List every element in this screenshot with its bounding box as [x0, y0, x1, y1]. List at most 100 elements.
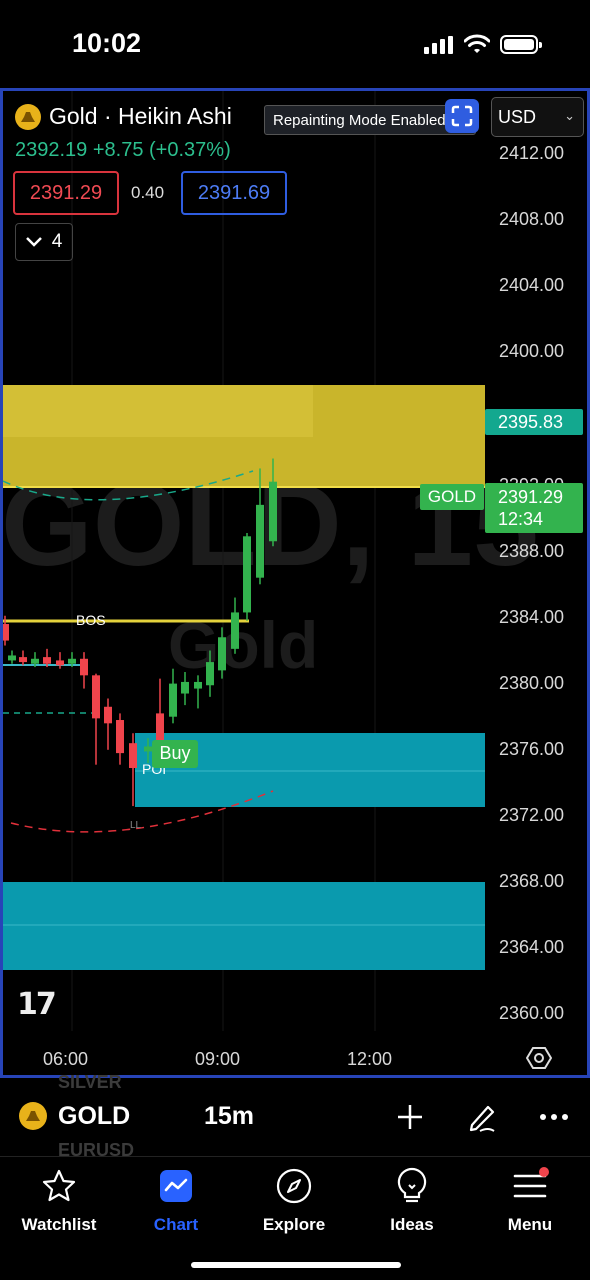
bar-countdown: 12:34: [498, 509, 544, 529]
home-indicator[interactable]: [191, 1262, 401, 1268]
chart-icon: [160, 1170, 192, 1202]
buy-signal-tag: Buy: [152, 740, 198, 768]
tab-ideas[interactable]: Ideas: [357, 1167, 467, 1235]
demand-zone-lower: [3, 882, 485, 970]
previous-symbol[interactable]: SILVER: [58, 1072, 122, 1092]
price-axis-label: 2408.00: [499, 209, 565, 229]
candle-body: [80, 658, 88, 676]
candle-body: [19, 657, 27, 663]
price-change: 2392.19 +8.75 (+0.37%): [15, 139, 231, 161]
upper-dashed-curve: [3, 470, 254, 501]
price-axis-label: 2380.00: [499, 673, 565, 693]
lightbulb-icon: [397, 1167, 427, 1203]
more-icon: [540, 1114, 568, 1120]
price-axis-label: 2376.00: [499, 739, 565, 759]
tab-chart[interactable]: Chart: [121, 1167, 231, 1235]
price-axis-label: 2404.00: [499, 275, 565, 295]
candle-body: [243, 536, 251, 613]
candle-body: [8, 655, 16, 661]
chart-area[interactable]: GOLD, 15 Gold Gold · Heikin Ashi 2392.19…: [0, 88, 590, 1078]
price-axis-label: 2412.00: [499, 143, 565, 163]
tab-watchlist[interactable]: Watchlist: [4, 1167, 114, 1235]
supply-zone-inner: [3, 385, 313, 437]
candle-body: [68, 658, 76, 664]
time-axis-label: 09:00: [195, 1049, 241, 1069]
candle-body: [218, 637, 226, 671]
candle-body: [256, 504, 264, 578]
candle-body: [181, 681, 189, 694]
ll-label: LL: [130, 820, 142, 831]
add-button[interactable]: [390, 1098, 430, 1136]
star-icon: [42, 1169, 76, 1202]
currency-value: USD: [498, 107, 537, 127]
symbol-name[interactable]: GOLD: [58, 1102, 131, 1130]
candle-body: [104, 706, 112, 724]
tab-label: Explore: [262, 1215, 326, 1234]
price-axis-label: 2364.00: [499, 937, 565, 957]
lower-dashed-curve: [10, 790, 274, 833]
last-price-tag: 2391.29 12:34: [485, 483, 583, 533]
price-chart[interactable]: [3, 91, 587, 1075]
chart-symbol-title: Gold · Heikin Ashi: [49, 103, 232, 129]
symbol-toolbar: SILVER EURUSD GOLD 15m: [0, 1072, 590, 1160]
zone-price-tag: 2395.83: [485, 409, 583, 435]
bos-label: BOS: [76, 612, 106, 628]
last-price: 2391.29: [498, 487, 564, 507]
cellular-signal-icon: [424, 36, 454, 54]
notification-badge: [539, 1167, 549, 1177]
indicators-toggle[interactable]: 4: [15, 223, 73, 261]
tab-label: Menu: [507, 1215, 553, 1234]
settings-icon[interactable]: [526, 1045, 552, 1071]
chevron-down-icon: ⌄: [564, 108, 575, 123]
candle-body: [269, 481, 277, 542]
repaint-mode-notice: Repainting Mode Enabled: [264, 105, 476, 135]
time-axis-label: 12:00: [347, 1049, 393, 1069]
candle-body: [156, 713, 164, 745]
interval-selector[interactable]: 15m: [204, 1102, 255, 1130]
plus-icon: [398, 1105, 422, 1129]
status-bar: 10:02: [0, 0, 590, 88]
gold-icon: [15, 103, 41, 130]
price-axis-label: 2400.00: [499, 341, 565, 361]
price-axis-label: 2368.00: [499, 871, 565, 891]
fullscreen-button[interactable]: [445, 99, 479, 133]
candle-body: [31, 658, 39, 664]
buy-price-button[interactable]: 2391.69: [181, 171, 287, 215]
spread-value: 0.40: [131, 183, 165, 202]
pen-icon: [469, 1105, 495, 1132]
chevron-down-icon: [25, 237, 42, 247]
more-button[interactable]: [534, 1098, 574, 1136]
tab-menu[interactable]: Menu: [475, 1167, 585, 1235]
candle-body: [3, 624, 9, 641]
candle-body: [92, 675, 100, 719]
price-axis-label: 2372.00: [499, 805, 565, 825]
tab-explore[interactable]: Explore: [239, 1167, 349, 1235]
candle-body: [43, 657, 51, 664]
candle-body: [56, 660, 64, 666]
gold-icon: [19, 1102, 47, 1130]
indicators-count: 4: [51, 231, 63, 252]
status-time: 10:02: [72, 28, 142, 58]
price-axis-label: 2360.00: [499, 1003, 565, 1023]
time-axis-label: 06:00: [43, 1049, 89, 1069]
bottom-navigation: Watchlist Chart Explore Ideas Menu: [0, 1156, 590, 1280]
compass-icon: [276, 1168, 312, 1204]
candle-body: [194, 681, 202, 689]
candle-body: [129, 743, 137, 769]
fullscreen-icon: [451, 105, 473, 127]
symbol-price-label: GOLD: [420, 484, 484, 510]
candle-body: [231, 612, 239, 649]
tab-label: Ideas: [390, 1215, 434, 1234]
tradingview-logo: 17: [17, 987, 57, 1022]
sell-price-button[interactable]: 2391.29: [13, 171, 119, 215]
candlestick-series: [3, 458, 277, 807]
chart-symbol-header[interactable]: Gold · Heikin Ashi: [15, 103, 232, 130]
battery-icon: [500, 35, 542, 54]
next-symbol[interactable]: EURUSD: [58, 1140, 135, 1160]
currency-select[interactable]: USD ⌄: [491, 97, 584, 137]
price-axis-label: 2384.00: [499, 607, 565, 627]
candle-body: [169, 683, 177, 717]
drawing-button[interactable]: [462, 1098, 502, 1136]
tab-label: Watchlist: [21, 1215, 97, 1234]
candle-body: [116, 720, 124, 754]
